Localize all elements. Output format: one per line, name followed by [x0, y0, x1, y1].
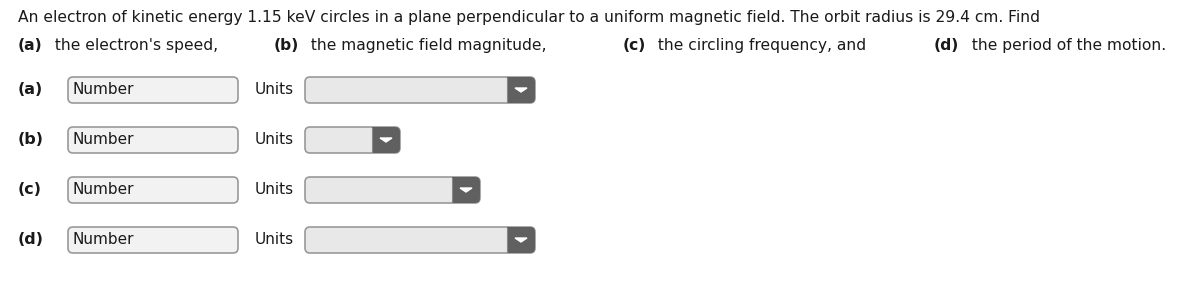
Text: (d): (d)	[18, 233, 44, 248]
FancyBboxPatch shape	[452, 177, 480, 203]
FancyBboxPatch shape	[305, 227, 535, 253]
Polygon shape	[515, 238, 527, 242]
FancyBboxPatch shape	[68, 227, 238, 253]
Bar	[508, 77, 521, 103]
Text: Number: Number	[73, 83, 134, 97]
Text: Units: Units	[256, 132, 294, 148]
FancyBboxPatch shape	[305, 177, 480, 203]
Bar	[372, 127, 386, 153]
Bar	[508, 77, 522, 103]
Text: Number: Number	[73, 132, 134, 148]
Text: (c): (c)	[18, 182, 42, 198]
Bar	[452, 177, 467, 203]
Text: the electron's speed,: the electron's speed,	[50, 38, 223, 53]
Text: An electron of kinetic energy 1.15 keV circles in a plane perpendicular to a uni: An electron of kinetic energy 1.15 keV c…	[18, 10, 1040, 25]
Text: (b): (b)	[18, 132, 44, 148]
Text: (c): (c)	[623, 38, 646, 53]
Text: (b): (b)	[274, 38, 299, 53]
Text: (a): (a)	[18, 38, 43, 53]
Text: the magnetic field magnitude,: the magnetic field magnitude,	[306, 38, 551, 53]
Text: the period of the motion.: the period of the motion.	[967, 38, 1166, 53]
Polygon shape	[460, 188, 472, 192]
Polygon shape	[515, 88, 527, 92]
Text: Units: Units	[256, 182, 294, 198]
FancyBboxPatch shape	[372, 127, 400, 153]
FancyBboxPatch shape	[508, 77, 535, 103]
FancyBboxPatch shape	[305, 127, 400, 153]
Text: (d): (d)	[934, 38, 959, 53]
FancyBboxPatch shape	[68, 77, 238, 103]
Text: Units: Units	[256, 83, 294, 97]
Bar	[508, 227, 522, 253]
FancyBboxPatch shape	[68, 177, 238, 203]
Text: Number: Number	[73, 182, 134, 198]
FancyBboxPatch shape	[305, 77, 535, 103]
Bar	[452, 177, 466, 203]
Bar	[508, 227, 521, 253]
Text: Number: Number	[73, 233, 134, 248]
Text: (a): (a)	[18, 83, 43, 97]
Text: the circling frequency, and: the circling frequency, and	[653, 38, 871, 53]
FancyBboxPatch shape	[68, 127, 238, 153]
Bar	[372, 127, 386, 153]
FancyBboxPatch shape	[508, 227, 535, 253]
Text: Units: Units	[256, 233, 294, 248]
Polygon shape	[380, 138, 392, 142]
